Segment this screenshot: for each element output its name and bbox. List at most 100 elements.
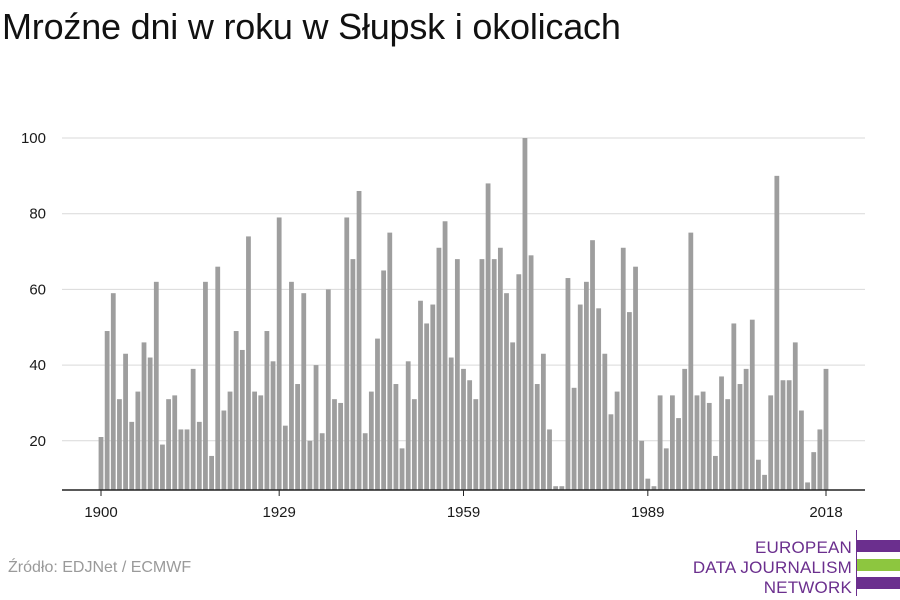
bar-1997: [694, 395, 700, 490]
bar-1912: [172, 395, 178, 490]
bar-1952: [418, 300, 423, 490]
bar-1990: [651, 486, 657, 490]
bar-1901: [104, 331, 110, 490]
bar-1914: [184, 429, 190, 490]
bar-1972: [540, 353, 546, 490]
bar-2016: [811, 452, 817, 490]
bar-1965: [497, 247, 503, 490]
bar-1934: [307, 440, 313, 490]
x-tick-label: 1900: [84, 504, 117, 521]
bar-1975: [559, 486, 565, 490]
bar-1976: [565, 278, 571, 490]
bar-1959: [461, 368, 466, 490]
bar-1980: [590, 240, 595, 490]
bar-2010: [774, 175, 780, 490]
bar-1988: [639, 440, 645, 490]
bar-1992: [663, 448, 669, 490]
bar-2003: [731, 323, 737, 490]
bar-1903: [117, 399, 122, 490]
bar-series: [98, 138, 829, 491]
x-tick-label: 2018: [809, 504, 842, 521]
bar-1950: [405, 361, 411, 490]
bar-1949: [399, 448, 405, 490]
bar-1945: [375, 338, 380, 490]
bar-1973: [547, 429, 552, 490]
bar-1978: [577, 304, 583, 490]
bar-2017: [817, 429, 823, 490]
bar-2018: [823, 368, 829, 490]
bar-2004: [737, 384, 743, 490]
bar-2008: [762, 474, 767, 490]
bar-1931: [289, 281, 294, 490]
bar-1982: [602, 353, 608, 490]
bar-2009: [768, 395, 774, 490]
bar-1916: [196, 421, 202, 490]
bar-1932: [295, 384, 300, 490]
logo-line-data-journalism: DATA JOURNALISM: [692, 558, 852, 577]
bar-1979: [583, 281, 589, 490]
bar-1915: [190, 368, 196, 490]
bar-1985: [620, 247, 626, 490]
bar-1986: [626, 312, 632, 490]
bar-1920: [221, 410, 227, 490]
bar-1989: [645, 478, 651, 490]
bar-1971: [534, 384, 540, 490]
logo-bar-top: [857, 540, 900, 552]
bar-1957: [448, 357, 454, 490]
bar-1905: [129, 421, 135, 490]
bar-2000: [713, 455, 718, 490]
x-tick-label: 1989: [631, 504, 664, 521]
edjnet-logo: EUROPEAN DATA JOURNALISM NETWORK: [693, 528, 900, 597]
source-note: Źródło: EDJNet / ECMWF: [8, 559, 192, 576]
bar-1921: [227, 391, 233, 490]
bar-1961: [473, 399, 479, 490]
bar-1910: [160, 444, 165, 490]
bar-1909: [153, 281, 159, 490]
bar-2002: [725, 399, 731, 490]
bar-1954: [430, 304, 436, 490]
bar-1944: [368, 391, 374, 490]
bar-1918: [209, 455, 214, 490]
bar-2006: [749, 319, 755, 490]
bar-1940: [344, 217, 350, 491]
bar-1937: [325, 289, 331, 490]
x-tick-label: 1929: [262, 504, 295, 521]
bar-1902: [110, 293, 116, 490]
bar-1993: [670, 395, 675, 490]
bar-1969: [522, 138, 528, 490]
bar-1946: [381, 270, 387, 490]
logo-bar-bottom: [857, 577, 900, 589]
y-tick-label: 40: [29, 357, 46, 374]
bar-2013: [792, 342, 798, 490]
bar-1906: [135, 391, 141, 490]
bar-1960: [467, 380, 473, 490]
logo-bar-middle: [857, 559, 900, 571]
logo-line-network: NETWORK: [763, 578, 852, 597]
bar-1966: [504, 293, 509, 490]
bar-2015: [805, 482, 810, 490]
bar-1927: [264, 331, 270, 490]
bar-1943: [362, 433, 368, 490]
logo-divider: [856, 530, 857, 596]
y-tick-label: 80: [29, 206, 46, 223]
bar-1928: [270, 361, 276, 490]
bar-1948: [393, 384, 399, 490]
bar-1974: [553, 486, 559, 490]
bar-1923: [239, 349, 245, 490]
bar-chart: 20 40 60 80 100 1900 1929 1959 1989 2018: [21, 130, 865, 521]
bar-1904: [123, 353, 128, 490]
bar-1911: [166, 399, 171, 490]
bar-1970: [528, 255, 534, 490]
bar-1991: [657, 395, 663, 490]
bar-1926: [258, 395, 264, 490]
bar-1930: [282, 425, 288, 490]
bar-2005: [743, 368, 749, 490]
bar-1998: [700, 391, 706, 490]
bar-2014: [799, 410, 804, 490]
bar-2001: [719, 376, 724, 490]
bar-1917: [203, 281, 208, 490]
bar-1935: [313, 365, 319, 490]
logo-line-european: EUROPEAN: [754, 538, 852, 557]
bar-2007: [756, 459, 761, 490]
bar-1942: [356, 190, 362, 491]
